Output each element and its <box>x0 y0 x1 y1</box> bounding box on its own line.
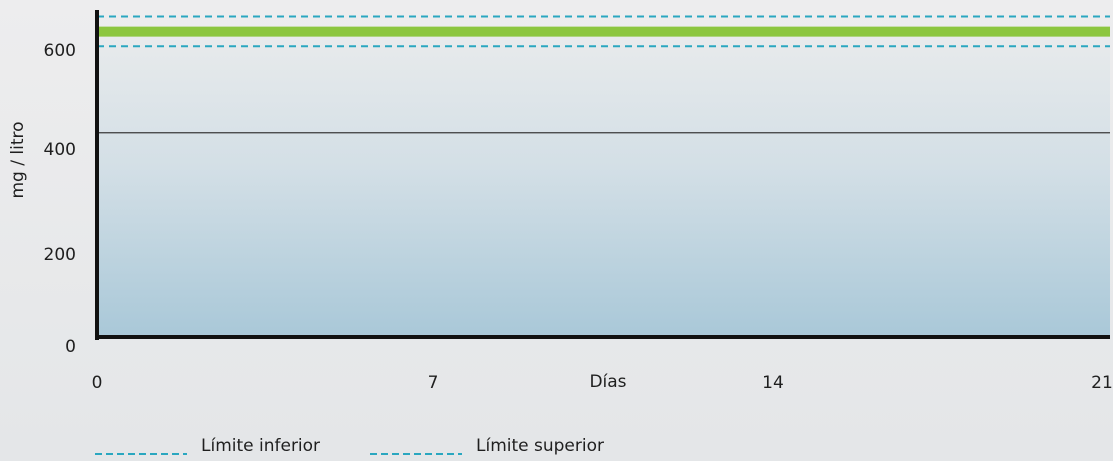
legend-label-0: Límite inferior <box>201 436 320 456</box>
legend: Límite inferior Límite superior <box>95 436 604 456</box>
x-tick-label-7: 7 <box>428 373 439 393</box>
y-tick-label-600: 600 <box>44 41 76 61</box>
x-tick-label-21: 21 <box>1091 373 1113 393</box>
plot-area <box>97 30 1110 337</box>
y-axis-title: mg / litro <box>8 121 28 198</box>
y-tick-label-400: 400 <box>44 140 76 160</box>
x-axis-title: Días <box>589 372 626 392</box>
y-tick-label-0: 0 <box>65 337 76 357</box>
legend-label-1: Límite superior <box>476 436 604 456</box>
x-tick-label-0: 0 <box>92 373 103 393</box>
x-tick-label-14: 14 <box>762 373 784 393</box>
y-tick-label-200: 200 <box>44 245 76 265</box>
